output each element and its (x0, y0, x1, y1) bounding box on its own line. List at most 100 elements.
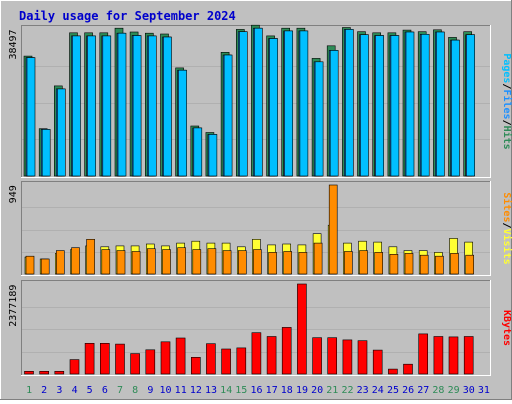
x-tick-label-1: 1 (26, 385, 32, 396)
legend-pages: Pages (501, 53, 512, 83)
bar-sites-day-30 (465, 254, 475, 275)
x-tick-label-14: 14 (220, 385, 232, 396)
bar-pages-day-18 (284, 30, 294, 177)
bar-pages-day-26 (405, 31, 415, 177)
bar-sites-day-3 (55, 250, 65, 275)
legend-separator: / (501, 120, 512, 126)
legend-files: Files (501, 89, 512, 119)
bar-kbytes-day-27 (418, 333, 429, 375)
bar-kbytes-day-10 (160, 341, 171, 375)
bar-sites-day-10 (162, 249, 171, 275)
x-tick-label-17: 17 (266, 385, 278, 396)
bar-kbytes-day-20 (312, 337, 322, 375)
x-tick-label-6: 6 (102, 385, 108, 396)
bar-kbytes-day-25 (388, 368, 398, 375)
legend-sites: Sites (501, 192, 512, 222)
bar-kbytes-day-7 (115, 343, 125, 375)
y-max-label: 949 (8, 185, 19, 203)
bar-kbytes-day-15 (236, 347, 247, 375)
legend-kbytes: KBytes (501, 310, 512, 346)
legend-separator: / (501, 222, 512, 228)
bar-pages-day-6 (102, 35, 112, 177)
bar-sites-day-26 (404, 253, 414, 275)
x-tick-label-3: 3 (56, 385, 62, 396)
bar-kbytes-day-28 (433, 336, 444, 375)
bar-pages-day-8 (132, 35, 142, 177)
bar-pages-day-7 (117, 32, 127, 177)
x-tick-label-12: 12 (190, 385, 202, 396)
bar-sites-day-28 (435, 255, 444, 275)
legend-hits-files-pages: Pages/Files/Hits (501, 53, 512, 149)
bar-kbytes-day-19 (297, 283, 307, 375)
bar-pages-day-21 (329, 50, 339, 177)
x-tick-label-30: 30 (463, 385, 475, 396)
bar-pages-day-10 (163, 36, 172, 177)
bar-kbytes-day-22 (342, 339, 353, 375)
bar-kbytes-day-14 (221, 348, 231, 375)
legend-hits: Hits (501, 126, 512, 150)
bar-kbytes-day-5 (84, 342, 95, 375)
legend-visits: Visits (501, 229, 512, 265)
bar-pages-day-11 (178, 69, 187, 177)
x-tick-label-18: 18 (281, 385, 293, 396)
bar-sites-day-27 (419, 254, 429, 275)
y-max-label: 2377189 (8, 285, 19, 327)
bar-pages-day-16 (254, 27, 263, 177)
x-tick-label-26: 26 (402, 385, 414, 396)
bar-pages-day-3 (56, 88, 66, 177)
x-tick-label-16: 16 (250, 385, 262, 396)
bar-pages-day-17 (269, 38, 278, 177)
x-tick-label-24: 24 (372, 385, 384, 396)
bar-kbytes-day-6 (100, 342, 110, 375)
x-tick-label-5: 5 (87, 385, 93, 396)
x-tick-label-10: 10 (159, 385, 171, 396)
bar-sites-day-7 (116, 250, 126, 275)
x-tick-label-9: 9 (147, 385, 153, 396)
bar-sites-day-21 (328, 184, 338, 275)
bar-sites-day-9 (147, 248, 156, 275)
bar-kbytes-day-4 (69, 359, 80, 375)
bar-pages-day-12 (193, 127, 203, 177)
bar-kbytes-day-3 (54, 370, 65, 375)
bar-pages-day-9 (148, 35, 157, 177)
bar-sites-day-23 (359, 250, 368, 275)
x-tick-label-8: 8 (132, 385, 138, 396)
bar-pages-day-4 (72, 35, 81, 177)
bar-sites-day-11 (177, 247, 186, 275)
bar-sites-day-1 (25, 255, 35, 275)
bar-sites-day-19 (298, 252, 308, 275)
x-tick-label-20: 20 (311, 385, 323, 396)
bar-kbytes-day-12 (191, 356, 201, 375)
bar-kbytes-day-9 (145, 349, 156, 375)
bar-pages-day-27 (420, 33, 430, 177)
bar-pages-day-14 (223, 54, 233, 177)
x-tick-label-4: 4 (72, 385, 78, 396)
bar-pages-day-20 (314, 61, 324, 177)
bar-sites-day-25 (389, 254, 399, 275)
x-tick-label-2: 2 (41, 385, 47, 396)
legend-visits-sites: Sites/Visits (501, 192, 512, 264)
bar-sites-day-4 (71, 247, 80, 275)
bar-pages-day-22 (345, 29, 354, 177)
bar-pages-day-5 (87, 35, 96, 177)
bar-sites-day-22 (344, 251, 353, 275)
bar-pages-day-28 (436, 31, 445, 177)
bar-kbytes-day-26 (403, 363, 413, 375)
x-tick-label-11: 11 (175, 385, 187, 396)
bar-sites-day-6 (101, 249, 111, 275)
bar-sites-day-5 (86, 239, 95, 275)
bar-kbytes-day-2 (39, 370, 50, 375)
bar-sites-day-16 (253, 249, 262, 275)
bar-kbytes-day-18 (281, 327, 292, 375)
bar-pages-day-2 (41, 129, 51, 177)
x-tick-label-27: 27 (417, 385, 429, 396)
bar-kbytes-day-8 (130, 353, 140, 375)
bar-kbytes-day-23 (357, 340, 368, 375)
x-tick-label-7: 7 (117, 385, 123, 396)
x-tick-label-28: 28 (432, 385, 444, 396)
bar-kbytes-day-13 (206, 343, 216, 375)
bar-pages-day-13 (208, 134, 218, 177)
x-tick-label-21: 21 (326, 385, 338, 396)
